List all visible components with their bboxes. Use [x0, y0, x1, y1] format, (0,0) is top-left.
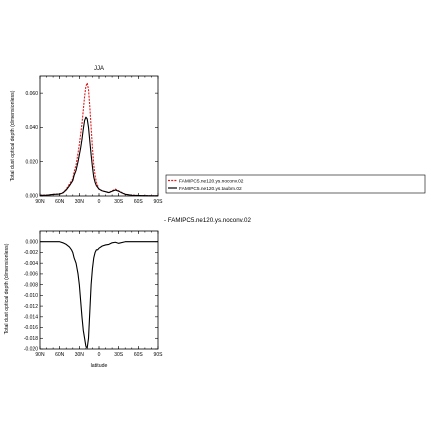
top-y-tick-label: 0.020 [25, 159, 38, 165]
bottom-x-tick-label: 90S [154, 352, 164, 358]
bottom-y-tick-label: -0.004 [24, 261, 38, 267]
top-y-tick-label: 0.060 [25, 91, 38, 97]
bottom-y-tick-label: -0.006 [24, 272, 38, 278]
top-y-tick-label: 0.000 [25, 194, 38, 200]
top-series-line-0 [40, 82, 158, 197]
top-panel-title: JJA [94, 66, 104, 72]
top-panel: JJA 90N 60N 30N 0 30S 60S 90S 0.0000.0200.0400… [10, 66, 163, 205]
difference-annotation: - FAMIPC5.ne120.ys.noconv.02 [164, 217, 251, 224]
top-x-tick-label: 30S [114, 199, 124, 205]
top-plot-area [40, 82, 158, 197]
top-x-tick-label: 60S [134, 199, 144, 205]
bottom-x-tick-label: 90N [35, 352, 45, 358]
bottom-y-tick-label: 0.000 [25, 239, 38, 245]
bottom-x-tick-label: 60S [134, 352, 144, 358]
bottom-series-line-0 [40, 241, 158, 349]
top-x-tick-label: 30N [75, 199, 85, 205]
top-series-line-1 [40, 116, 158, 197]
bottom-plot-area [40, 241, 158, 349]
bottom-y-tick-label: -0.014 [24, 315, 38, 321]
top-x-tick-label: 90S [154, 199, 164, 205]
bottom-y-tick-label: -0.010 [24, 293, 38, 299]
bottom-y-tick-label: -0.008 [24, 282, 38, 288]
bottom-y-tick-label: -0.012 [24, 304, 38, 310]
bottom-y-tick-label: -0.018 [24, 336, 38, 342]
legend-box [165, 174, 426, 194]
top-x-tick-label: 60N [55, 199, 65, 205]
legend: FAMIPC5.ne120.ys.noconv.02 FAMIPC5.ne120… [165, 174, 426, 194]
bottom-panel: - FAMIPC5.ne120.ys.noconv.02 90N 60N 30N 0 3… [4, 217, 251, 369]
top-x-axis: 90N 60N 30N 0 30S 60S 90S [35, 76, 163, 205]
bottom-y-tick-label: -0.016 [24, 325, 38, 331]
legend-label-taubm: FAMIPC5.ne120.ys.taubm.02 [179, 186, 242, 192]
bottom-y-axis: 0.000 -0.002 -0.004 -0.006 -0.008 -0.010 -0.01… [24, 239, 158, 353]
top-y-tick-label: 0.040 [25, 125, 38, 131]
top-y-axis-label: Total dust optical depth (dimensionless) [10, 90, 16, 181]
top-x-tick-label: 90N [35, 199, 45, 205]
bottom-x-axis: 90N 60N 30N 0 30S 60S 90S [35, 231, 163, 358]
bottom-x-tick-label: 30N [75, 352, 85, 358]
bottom-y-tick-label: -0.020 [24, 347, 38, 353]
legend-label-noconv: FAMIPC5.ne120.ys.noconv.02 [179, 178, 244, 184]
bottom-x-tick-label: 30S [114, 352, 124, 358]
bottom-x-axis-label: latitude [91, 363, 108, 369]
bottom-y-axis-label: Total dust optical depth (dimensionless) [4, 243, 10, 334]
bottom-x-tick-label: 0 [98, 352, 101, 358]
top-y-axis: 0.000 0.020 0.040 0.060 [25, 91, 158, 200]
top-x-tick-label: 0 [98, 199, 101, 205]
bottom-y-tick-label: -0.002 [24, 250, 38, 256]
bottom-x-tick-label: 60N [55, 352, 65, 358]
